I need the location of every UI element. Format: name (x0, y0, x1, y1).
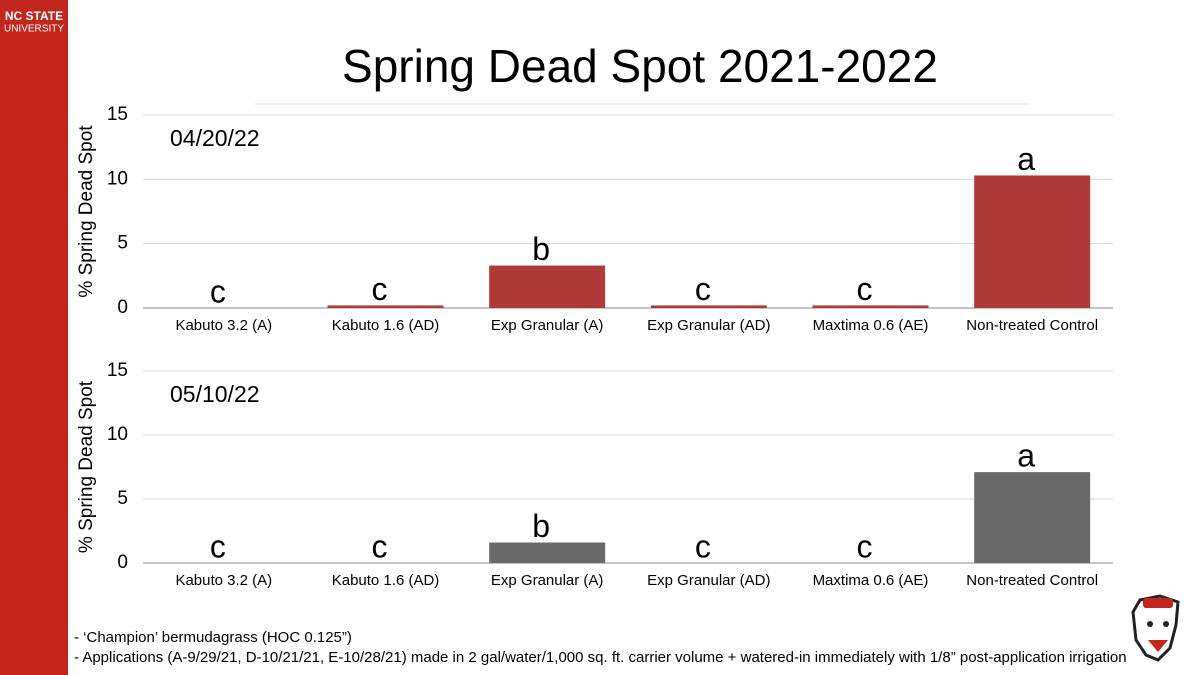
significance-letter: c (372, 271, 388, 307)
significance-letter: c (372, 528, 388, 564)
significance-letter: c (210, 273, 226, 309)
y-tick-label: 5 (117, 233, 128, 254)
sidebar (0, 0, 68, 675)
significance-letter: c (857, 271, 873, 307)
x-tick-label: Kabuto 1.6 (AD) (332, 572, 440, 589)
bar (327, 305, 444, 308)
slide-title: Spring Dead Spot 2021-2022 (342, 40, 938, 92)
x-tick-label: Exp Granular (A) (491, 572, 604, 589)
y-tick-label: 15 (107, 104, 128, 125)
y-tick-label: 10 (107, 424, 128, 445)
bar (650, 305, 767, 308)
note: - Applications (A-9/29/21, D-10/21/21, E… (74, 649, 1127, 666)
significance-letter: c (210, 528, 226, 564)
bar (974, 472, 1091, 563)
significance-letter: b (532, 508, 550, 544)
x-tick-label: Exp Granular (AD) (647, 572, 770, 589)
x-tick-label: Non-treated Control (966, 572, 1098, 589)
x-tick-label: Kabuto 1.6 (AD) (332, 317, 440, 334)
x-tick-label: Exp Granular (A) (491, 317, 604, 334)
significance-letter: c (695, 271, 711, 307)
y-tick-label: 5 (117, 488, 128, 509)
x-tick-label: Kabuto 3.2 (A) (175, 572, 272, 589)
logo-line1: NC STATE (5, 9, 63, 23)
significance-letter: c (857, 528, 873, 564)
significance-letter: c (695, 528, 711, 564)
significance-letter: a (1017, 438, 1035, 474)
significance-letter: b (532, 231, 550, 267)
y-tick-label: 0 (117, 297, 128, 318)
x-tick-label: Maxtima 0.6 (AE) (813, 572, 929, 589)
x-tick-label: Non-treated Control (966, 317, 1098, 334)
x-tick-label: Maxtima 0.6 (AE) (813, 317, 929, 334)
bar (974, 175, 1091, 308)
significance-letter: a (1017, 141, 1035, 177)
y-tick-label: 15 (107, 360, 128, 381)
logo-line2: UNIVERSITY (4, 24, 64, 35)
x-tick-label: Exp Granular (AD) (647, 317, 770, 334)
bar (812, 305, 929, 308)
y-tick-label: 0 (117, 552, 128, 573)
wolf-logo (1131, 594, 1180, 662)
x-tick-label: Kabuto 3.2 (A) (175, 317, 272, 334)
chart-subtitle: 05/10/22 (170, 381, 260, 407)
note: - ‘Champion’ bermudagrass (HOC 0.125”) (74, 629, 352, 646)
bar (489, 265, 606, 308)
chart-subtitle: 04/20/22 (170, 125, 260, 151)
y-tick-label: 10 (107, 168, 128, 189)
y-axis-label: % Spring Dead Spot (76, 380, 97, 553)
y-axis-label: % Spring Dead Spot (76, 125, 97, 298)
bar (489, 542, 606, 563)
